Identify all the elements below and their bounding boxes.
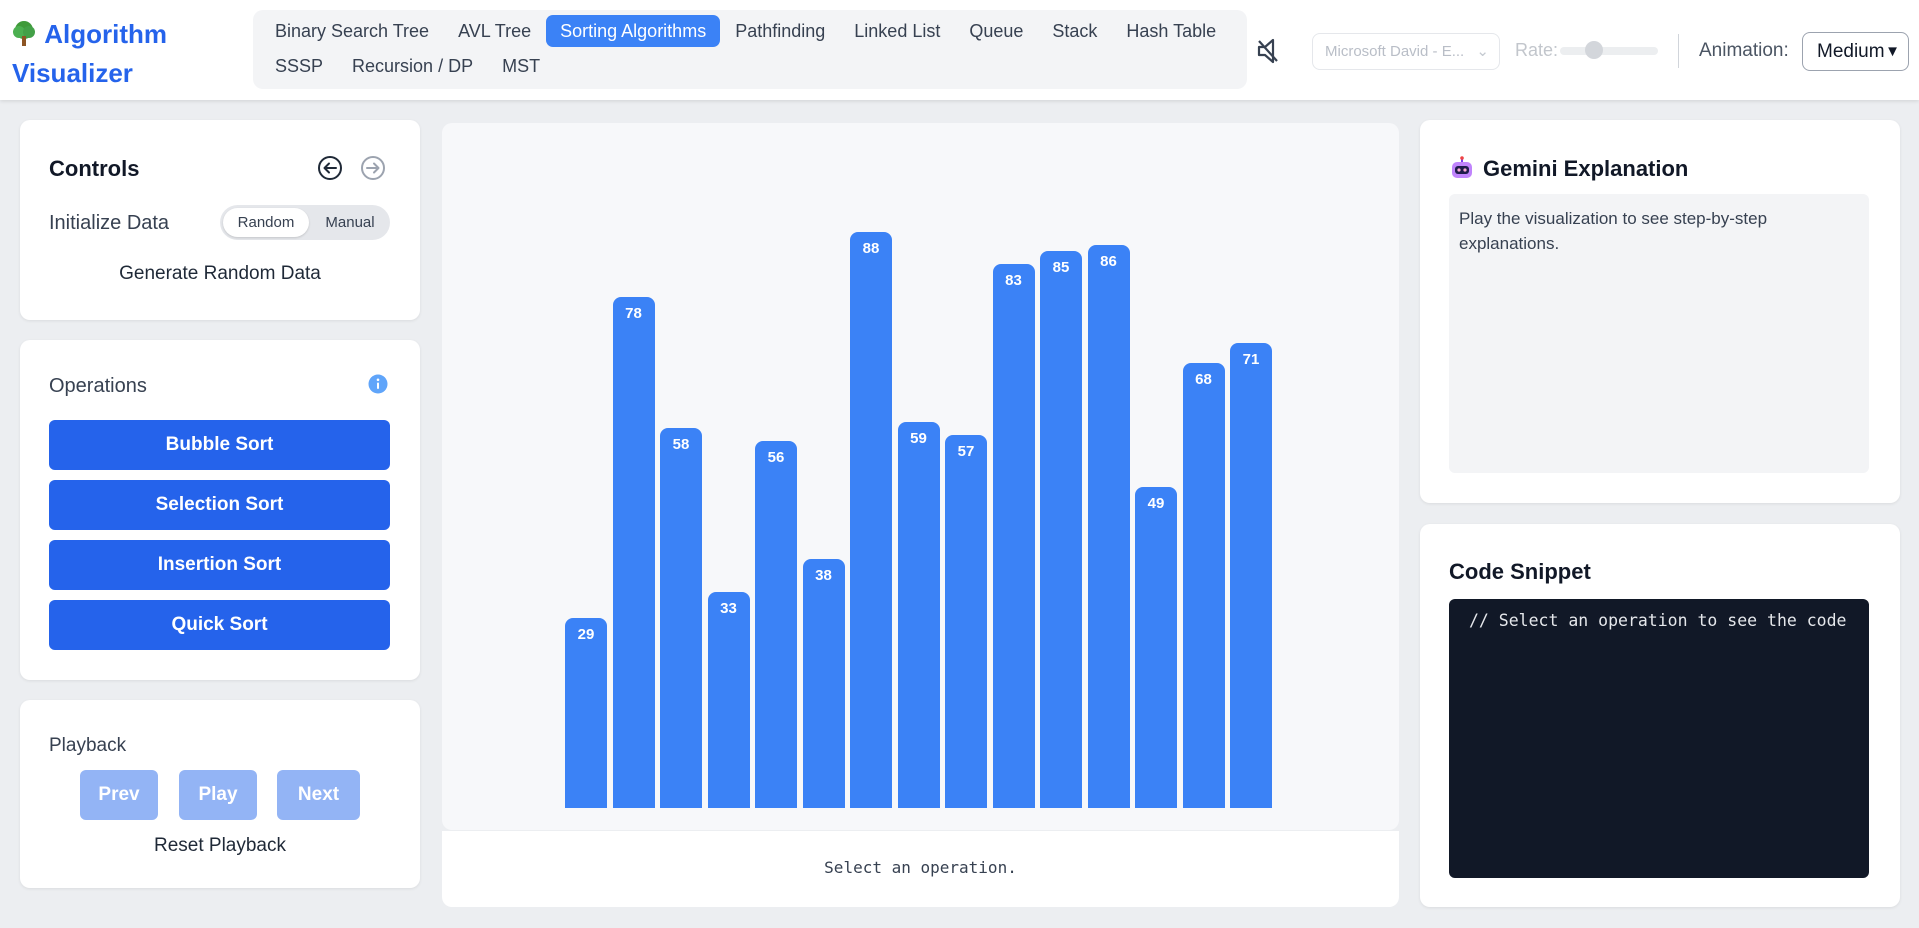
array-bar: 71 (1230, 343, 1272, 808)
reset-playback-button[interactable]: Reset Playback (153, 835, 286, 856)
array-bar: 29 (565, 618, 607, 808)
code-snippet-card: Code Snippet // Select an operation to s… (1420, 524, 1900, 907)
array-bar: 83 (992, 264, 1035, 808)
tab-hash-table[interactable]: Hash Table (1126, 21, 1217, 41)
tab-stack[interactable]: Stack (1052, 21, 1098, 41)
array-bar: 49 (1135, 487, 1177, 808)
tab-pathfinding[interactable]: Pathfinding (735, 21, 826, 41)
tab-sssp[interactable]: SSSP (275, 56, 324, 76)
array-bar: 88 (850, 232, 892, 808)
animation-label: Animation: (1699, 40, 1789, 61)
rate-slider-thumb[interactable] (1585, 41, 1604, 59)
array-bar: 86 (1087, 245, 1130, 808)
generate-random-data-button[interactable]: Generate Random Data (119, 263, 321, 284)
gemini-title-row: Gemini Explanation (1449, 156, 1688, 182)
voice-select-value: Microsoft David - E... (1325, 43, 1465, 60)
tab-mst[interactable]: MST (502, 56, 541, 76)
speaker-muted-icon[interactable] (1256, 36, 1280, 66)
bubble-sort-button[interactable]: Bubble Sort (49, 420, 390, 470)
playback-card: Playback Prev Play Next Reset Playback (20, 700, 420, 888)
robot-icon (1449, 156, 1475, 180)
array-bar: 85 (1040, 251, 1082, 808)
play-button[interactable]: Play (179, 770, 257, 820)
gemini-explanation-card: Gemini Explanation Play the visualizatio… (1420, 120, 1900, 503)
header-divider (1678, 34, 1679, 68)
tree-icon (12, 19, 38, 55)
array-bar: 33 (707, 592, 750, 808)
tab-queue[interactable]: Queue (969, 21, 1024, 41)
tab-linked-list[interactable]: Linked List (854, 21, 941, 41)
gemini-title: Gemini Explanation (1483, 156, 1689, 181)
code-snippet-body: // Select an operation to see the code (1449, 599, 1869, 878)
controls-title: Controls (49, 156, 140, 181)
voice-select[interactable]: Microsoft David - E... ⌄ (1312, 33, 1500, 70)
tab-avl-tree[interactable]: AVL Tree (458, 21, 532, 41)
info-icon[interactable] (368, 374, 388, 394)
code-snippet-title: Code Snippet (1449, 559, 1591, 584)
gemini-explanation-text: Play the visualization to see step-by-st… (1449, 194, 1869, 473)
operations-title: Operations (49, 375, 147, 397)
app-title: Algorithm Visualizer (12, 19, 168, 88)
data-mode-toggle: Random Manual (220, 205, 390, 240)
next-button[interactable]: Next (277, 770, 360, 820)
tab-sorting-algorithms[interactable]: Sorting Algorithms (546, 15, 721, 47)
tab-binary-search-tree[interactable]: Binary Search Tree (275, 21, 430, 41)
animation-speed-select[interactable]: Medium ▼ (1802, 32, 1909, 71)
array-bar: 59 (897, 422, 940, 808)
tab-recursion-dp[interactable]: Recursion / DP (352, 56, 474, 76)
undo-arrow-icon[interactable] (317, 155, 343, 181)
initialize-data-label: Initialize Data (49, 212, 170, 234)
redo-arrow-icon[interactable] (360, 155, 386, 181)
array-bar: 56 (755, 441, 797, 808)
array-bar: 68 (1182, 363, 1225, 808)
chevron-down-icon: ▼ (1885, 43, 1900, 60)
rate-label: Rate: (1515, 40, 1559, 60)
mode-random-option[interactable]: Random (223, 208, 309, 237)
quick-sort-button[interactable]: Quick Sort (49, 600, 390, 650)
playback-title: Playback (49, 735, 127, 756)
operations-card: Operations Bubble Sort Selection Sort In… (20, 340, 420, 680)
insertion-sort-button[interactable]: Insertion Sort (49, 540, 390, 590)
controls-card: Controls Initialize Data Random Manual G… (20, 120, 420, 320)
status-message: Select an operation. (442, 831, 1399, 907)
array-bar: 78 (612, 297, 655, 808)
selection-sort-button[interactable]: Selection Sort (49, 480, 390, 530)
visualization-canvas: 29 78 58 33 56 38 88 59 57 83 85 86 49 68 71 (442, 123, 1399, 830)
nav-tabs: Binary Search Tree AVL Tree Sorting Algori… (253, 10, 1247, 89)
mode-manual-option[interactable]: Manual (325, 214, 375, 231)
array-bar: 58 (660, 428, 702, 808)
prev-button[interactable]: Prev (80, 770, 158, 820)
animation-speed-value: Medium (1817, 41, 1885, 62)
top-header: Algorithm Visualizer Binary Search Tree A… (0, 0, 1919, 100)
array-bar: 57 (945, 435, 987, 808)
app-logo: Algorithm Visualizer (12, 16, 242, 91)
rate-slider[interactable] (1560, 47, 1658, 55)
array-bar: 38 (802, 559, 845, 808)
chevron-down-icon: ⌄ (1476, 43, 1489, 60)
